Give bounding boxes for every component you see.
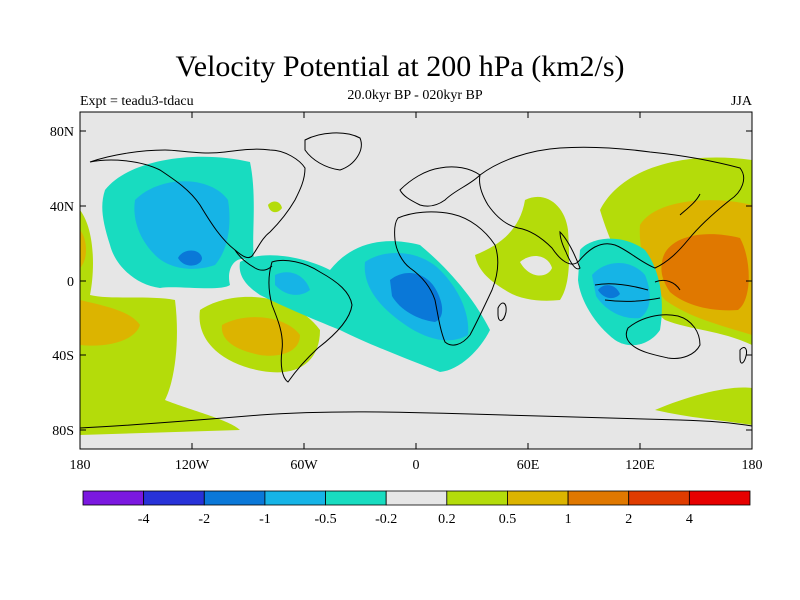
x-tick-labels: 180 120W 60W 0 60E 120E 180 [70,458,763,473]
x-tick-label: 120W [175,458,210,473]
y-tick-labels: 80N 40N 0 40S 80S [50,125,74,439]
coast-india [559,230,581,270]
coast-australia [625,314,701,359]
colorbar-swatch [203,490,266,506]
contour-negative-namerica-2 [134,181,230,269]
coast-south-america [268,259,353,383]
y-tick-label: 40S [52,349,74,364]
x-tick-marks [79,112,753,449]
coast-greenland [304,132,362,171]
x-tick-label: 60W [290,458,318,473]
x-tick-label: 180 [742,458,763,473]
coast-new-zealand [739,347,747,364]
colorbar-swatch [628,490,690,506]
colorbar-swatch [82,490,145,506]
colorbar-swatch [143,490,205,506]
x-tick-label: 60E [517,458,540,473]
map-subtitle: 20.0kyr BP - 020kyr BP [347,88,483,103]
x-tick-label: 180 [70,458,91,473]
contour-positive-west-2 [80,300,140,346]
contour-fields [80,156,752,435]
y-tick-label: 0 [67,275,74,290]
colorbar-label: 1 [565,512,572,527]
contour-positive-east-3 [661,234,749,311]
colorbar-label: -4 [138,512,150,527]
colorbar-label: -1 [259,512,271,527]
coast-central-america [234,249,273,271]
coast-asia [479,146,745,269]
contour-positive-west [80,210,240,435]
coast-north-america [89,148,306,259]
x-tick-label: 0 [413,458,420,473]
y-tick-label: 80S [52,424,74,439]
colorbar-label: 4 [686,512,693,527]
contour-negative-atlantic-3 [390,273,443,322]
coastlines [80,132,752,429]
coast-indonesia [594,279,681,302]
colorbar-label: 2 [625,512,632,527]
colorbar-label: -0.5 [314,512,336,527]
colorbar-swatch [325,490,387,506]
experiment-label: Expt = teadu3-tdacu [80,94,194,109]
y-tick-label: 40N [50,200,74,215]
coast-europe [399,166,481,207]
y-tick-marks [80,130,752,431]
season-label: JJA [730,94,752,109]
coast-japan [679,193,701,216]
colorbar [82,490,751,506]
colorbar-label: 0.2 [438,512,456,527]
contour-positive-africa [475,196,570,301]
colorbar-label: 0.5 [499,512,517,527]
colorbar-swatch [567,490,630,506]
x-tick-label: 120E [625,458,655,473]
y-tick-label: 80N [50,125,74,140]
contour-positive-se-pacific-2 [221,317,300,356]
contour-negative-samerica-2 [275,272,310,295]
colorbar-labels: -4 -2 -1 -0.5 -0.2 0.2 0.5 1 2 4 [138,512,693,527]
colorbar-label: -0.2 [375,512,397,527]
contour-negative-seasia-3 [598,285,620,299]
colorbar-label: -2 [198,512,210,527]
coast-africa [394,211,499,346]
colorbar-swatch [264,490,326,506]
colorbar-swatch [385,490,448,506]
contour-positive-sw-pacific [655,387,752,425]
colorbar-swatch [507,490,569,506]
coast-madagascar [497,302,507,321]
coast-antarctica [80,411,752,429]
colorbar-swatch [688,490,751,506]
contour-neutral-africa-hole [520,256,552,276]
contour-positive-west-3 [80,230,86,268]
colorbar-swatch [446,490,508,506]
contour-negative-namerica-3 [178,250,202,266]
contour-negative-seasia-2 [592,262,650,319]
contour-positive-natlantic [268,201,282,213]
map-title: Velocity Potential at 200 hPa (km2/s) [175,50,625,83]
